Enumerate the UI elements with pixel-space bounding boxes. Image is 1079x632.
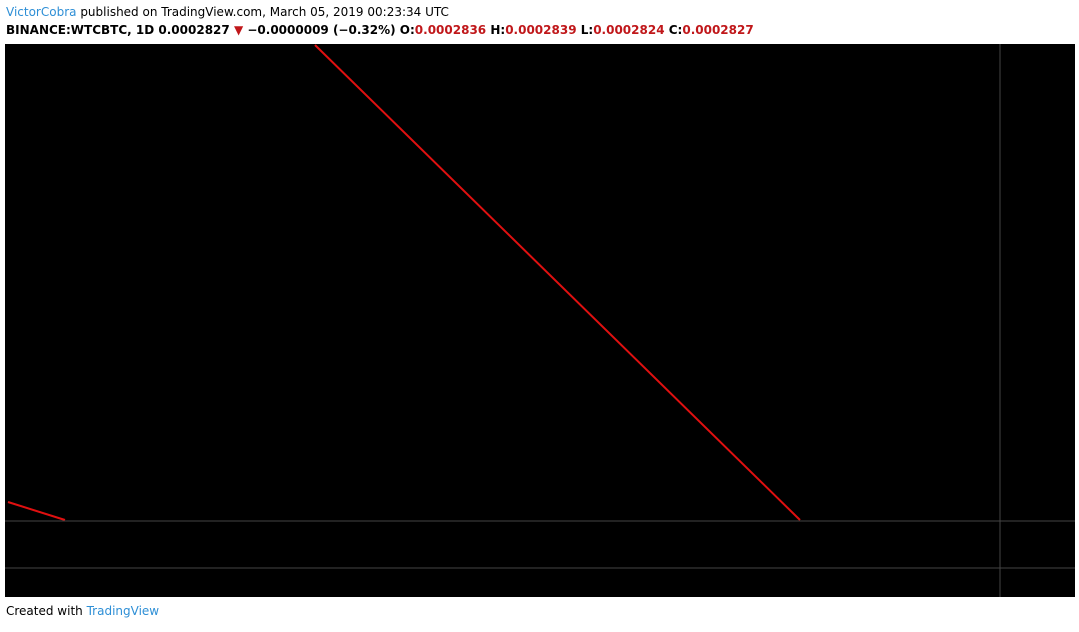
trend-line [314, 44, 801, 521]
h-label: H: [490, 23, 506, 37]
published: published on TradingView.com, March 05, … [80, 5, 449, 19]
price: 0.0002827 [158, 23, 230, 37]
created: Created with [6, 604, 83, 618]
trend-line [7, 501, 66, 521]
l-label: L: [580, 23, 594, 37]
brand[interactable]: TradingView [86, 604, 160, 618]
header-line-1: VictorCobra published on TradingView.com… [6, 3, 754, 21]
footer: Created with TradingView [6, 604, 159, 618]
c-label: C: [668, 23, 683, 37]
o: 0.0002836 [414, 23, 487, 37]
header-line-2: BINANCE:WTCBTC, 1D 0.0002827 ▼ −0.000000… [6, 21, 754, 39]
c: 0.0002827 [682, 23, 754, 37]
chart [5, 44, 1075, 597]
l: 0.0002824 [593, 23, 665, 37]
author[interactable]: VictorCobra [6, 5, 77, 19]
h: 0.0002839 [505, 23, 577, 37]
change: −0.0000009 (−0.32%) [247, 23, 396, 37]
header: VictorCobra published on TradingView.com… [6, 3, 754, 39]
symbol: BINANCE:WTCBTC, 1D [6, 23, 155, 37]
arrow: ▼ [233, 23, 244, 37]
o-label: O: [399, 23, 415, 37]
background [5, 44, 1075, 597]
